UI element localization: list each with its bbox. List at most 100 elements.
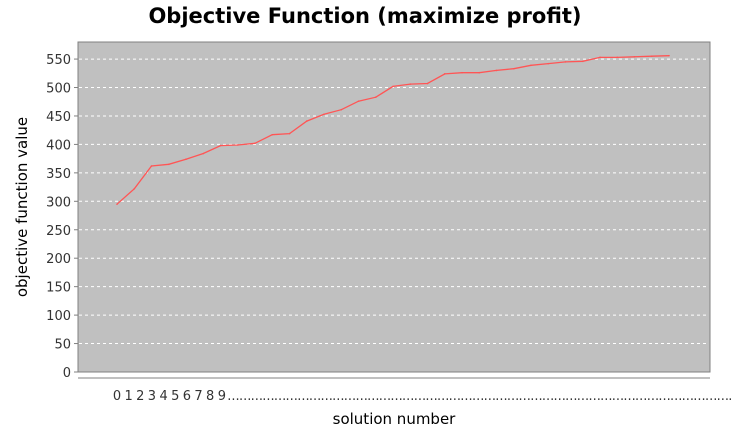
x-tick-label: ...	[251, 389, 263, 404]
data-point	[650, 55, 653, 58]
data-point	[167, 163, 170, 166]
x-tick-label: 6	[183, 389, 191, 404]
x-tick-label: 4	[159, 389, 167, 404]
data-point	[133, 187, 136, 190]
data-point	[357, 100, 360, 102]
x-tick-label: 2	[136, 389, 144, 404]
x-tick-label: ...	[414, 389, 426, 404]
x-tick-label: ...	[449, 389, 461, 404]
data-point	[616, 56, 619, 59]
x-tick-label: ...	[705, 389, 717, 404]
data-point	[374, 96, 377, 98]
x-tick-label: ...	[472, 389, 484, 404]
x-tick-label: ...	[717, 389, 729, 404]
x-tick-label: ...	[379, 389, 391, 404]
x-tick-label: ...	[425, 389, 437, 404]
x-tick-label: ...	[332, 389, 344, 404]
data-point	[202, 152, 205, 155]
x-tick-label: ...	[682, 389, 694, 404]
y-axis: 0 50 100 150 200 250 300 350 400 450 500 550	[46, 53, 78, 381]
data-point	[461, 71, 463, 74]
x-tick-label: ...	[507, 389, 519, 404]
x-tick-label: ...	[320, 389, 332, 404]
x-tick-label: ...	[623, 389, 635, 404]
x-tick-label: 3	[148, 389, 156, 404]
y-tick-label: 200	[46, 252, 71, 267]
x-tick-label: ...	[402, 389, 414, 404]
x-tick-label: ...	[297, 389, 309, 404]
x-tick-label: ...	[309, 389, 321, 404]
plot-area	[77, 41, 711, 373]
data-point	[633, 55, 636, 58]
x-tick-label: ...	[355, 389, 367, 404]
x-tick-label: 7	[194, 389, 202, 404]
chart-title: Objective Function (maximize profit)	[148, 4, 581, 28]
data-point	[478, 71, 481, 74]
data-point	[254, 142, 256, 145]
x-tick-label: ...	[286, 389, 298, 404]
data-point	[443, 73, 446, 75]
x-tick-label: ...	[484, 389, 496, 404]
data-point	[409, 83, 412, 85]
data-point	[426, 82, 429, 85]
data-point	[340, 108, 343, 111]
data-point	[547, 62, 550, 65]
x-axis-label: solution number	[333, 410, 457, 428]
data-point	[219, 144, 222, 147]
data-point	[581, 60, 584, 63]
data-point	[305, 120, 308, 122]
x-tick-label: 0	[113, 389, 121, 404]
y-tick-label: 0	[63, 366, 71, 381]
data-point	[288, 132, 291, 135]
data-point	[236, 144, 239, 146]
x-tick-label: ...	[612, 389, 624, 404]
data-point	[495, 69, 498, 72]
x-tick-label: ...	[390, 389, 402, 404]
x-tick-label: ...	[565, 389, 577, 404]
x-tick-label: 1	[125, 389, 133, 404]
x-tick-label: ...	[600, 389, 612, 404]
data-point	[564, 61, 567, 63]
y-tick-label: 450	[46, 110, 71, 125]
y-axis-label: objective function value	[13, 117, 31, 297]
x-tick-label: ...	[635, 389, 647, 404]
data-point	[512, 67, 515, 70]
data-point	[599, 56, 601, 59]
y-tick-label: 550	[46, 53, 71, 68]
x-tick-label: ...	[227, 389, 239, 404]
data-point	[116, 203, 118, 205]
series-group	[116, 54, 670, 205]
x-tick-label: 9	[218, 389, 226, 404]
x-tick-label: 8	[206, 389, 214, 404]
x-tick-label: ...	[344, 389, 356, 404]
x-tick-label: ...	[274, 389, 286, 404]
x-tick-label: ...	[262, 389, 274, 404]
y-tick-label: 50	[54, 338, 71, 353]
data-point	[185, 158, 187, 161]
x-tick-label: ...	[728, 389, 731, 404]
data-point	[392, 85, 394, 88]
data-point	[271, 133, 274, 136]
x-tick-label: ...	[519, 389, 531, 404]
x-tick-label: 5	[171, 389, 179, 404]
x-tick-label: ...	[577, 389, 589, 404]
y-tick-label: 350	[46, 167, 71, 182]
x-tick-label: ...	[670, 389, 682, 404]
y-tick-label: 250	[46, 224, 71, 239]
y-tick-label: 100	[46, 309, 71, 324]
data-point	[323, 113, 325, 116]
data-point	[668, 54, 670, 57]
y-tick-label: 150	[46, 281, 71, 296]
x-axis: 0 1 2 3 4 5 6 7 8 9..............................…	[113, 389, 731, 404]
y-tick-label: 400	[46, 138, 71, 153]
data-point	[530, 64, 532, 67]
y-tick-label: 500	[46, 82, 71, 97]
x-tick-label: ...	[367, 389, 379, 404]
x-tick-label: ...	[553, 389, 565, 404]
x-tick-label: ...	[495, 389, 507, 404]
x-tick-label: ...	[588, 389, 600, 404]
y-tick-label: 300	[46, 195, 71, 210]
x-tick-label: ...	[542, 389, 554, 404]
x-tick-label: ...	[530, 389, 542, 404]
